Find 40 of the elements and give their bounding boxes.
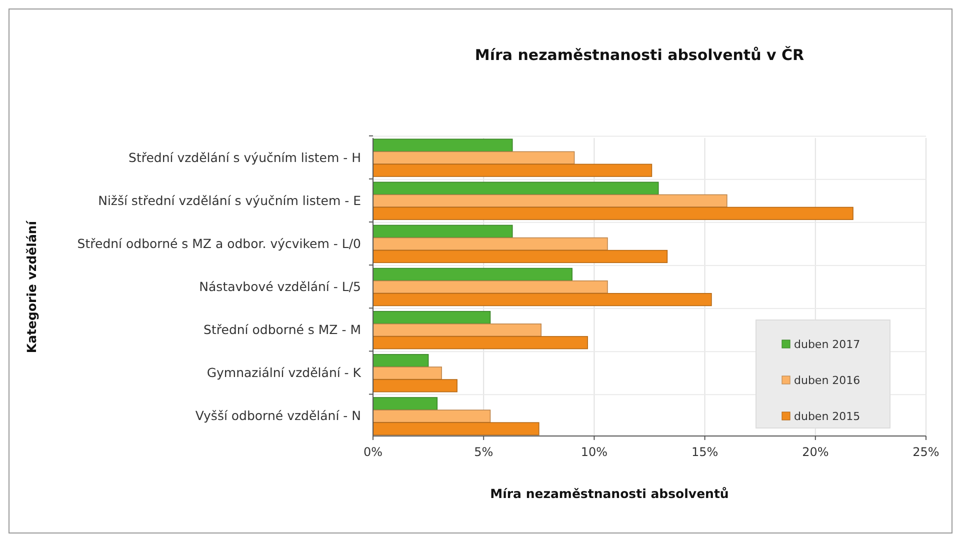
bar [372,410,491,423]
bar [372,138,513,152]
bar [372,354,429,368]
bar [372,280,608,294]
bar [372,194,728,208]
bar [372,151,575,164]
bar [372,422,540,436]
bar [372,379,458,392]
bar [372,250,668,264]
y-tick-label: Gymnaziální vzdělání - K [206,365,362,380]
x-tick-label: 20% [802,445,829,459]
x-tick-label: 15% [691,445,718,459]
bar [372,182,659,195]
bar [372,336,588,350]
bar [372,366,442,380]
x-tick-label: 0% [363,445,383,459]
legend-label: duben 2017 [794,338,860,351]
bar [372,237,608,250]
x-tick-label: 10% [580,445,608,459]
x-axis-title: Míra nezaměstnanosti absolventů [490,486,729,501]
bar [372,224,513,238]
bar [372,268,572,281]
bar [372,324,542,337]
x-tick-label: 5% [474,445,494,459]
x-tick-label: 25% [912,445,940,459]
legend-label: duben 2015 [794,410,860,423]
bar [372,310,491,324]
bar [372,206,854,220]
chart-title: Míra nezaměstnanosti absolventů v ČR [474,46,805,64]
y-tick-label: Střední odborné s MZ - M [204,322,361,338]
y-axis-title: Kategorie vzdělání [24,220,39,354]
legend-label: duben 2016 [794,374,860,387]
y-tick-label: Nástavbové vzdělání - L/5 [199,279,361,294]
bar [372,293,712,306]
y-tick-label: Střední odborné s MZ a odbor. výcvikem - L/0 [77,236,362,251]
y-tick-label: Vyšší odborné vzdělání - N [195,408,361,424]
bar [372,397,438,410]
y-tick-label: Střední vzdělání s výučním listem - H [128,150,361,165]
bar [372,164,652,177]
y-tick-label: Nižší střední vzdělání s výučním listem - E [98,192,362,208]
